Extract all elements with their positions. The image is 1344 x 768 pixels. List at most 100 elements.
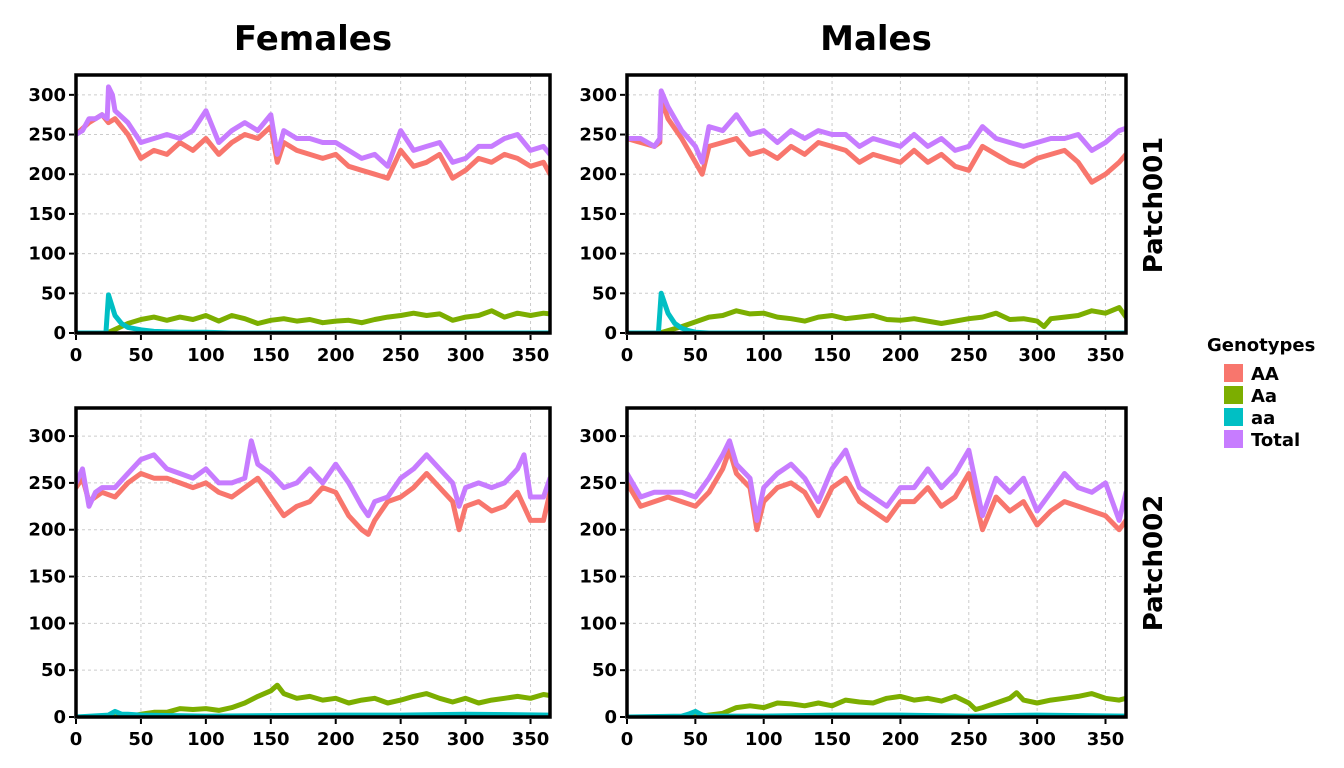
y-tick-label: 150 xyxy=(579,567,617,588)
y-tick-label: 150 xyxy=(579,204,617,225)
x-tick-label: 150 xyxy=(252,729,290,750)
y-tick-label: 50 xyxy=(592,660,617,681)
column-title-males: Males xyxy=(820,19,932,59)
x-tick-label: 200 xyxy=(317,345,355,366)
y-tick-label: 300 xyxy=(579,85,617,106)
panel-males-patch002: 0 50 100 150 200 250 300 350 0 50 100 150 200 250 300 xyxy=(579,406,1128,750)
series-line-aa xyxy=(627,305,1126,333)
row-title-patch002: Patch002 xyxy=(1139,495,1169,632)
x-tick-label: 250 xyxy=(950,729,988,750)
y-tick-label: 100 xyxy=(28,613,66,634)
gridlines xyxy=(75,408,550,718)
row-titles: Patch001 Patch002 xyxy=(1139,137,1169,632)
column-title-females: Females xyxy=(234,19,392,59)
series-line-total xyxy=(76,438,550,519)
panel-frame xyxy=(625,406,1128,719)
panel-males-patch001: 0 50 100 150 200 250 300 350 0 50 100 150 200 250 300 xyxy=(579,73,1128,366)
x-tick-label: 300 xyxy=(1018,345,1056,366)
series-line-total xyxy=(627,438,1126,523)
y-tick-label: 0 xyxy=(53,707,66,728)
row-title-patch001: Patch001 xyxy=(1139,137,1169,274)
x-tick-label: 300 xyxy=(447,345,485,366)
gridlines xyxy=(626,408,1126,718)
panel-frame xyxy=(74,73,552,335)
x-tick-label: 0 xyxy=(70,345,83,366)
x-tick-label: 350 xyxy=(512,729,550,750)
x-tick-label: 350 xyxy=(512,345,550,366)
panel-frame xyxy=(625,73,1128,335)
legend-swatch-aa xyxy=(1224,386,1243,404)
gridlines xyxy=(75,75,550,334)
y-tick-label: 300 xyxy=(28,85,66,106)
y-tick-label: 0 xyxy=(604,707,617,728)
series-line-aa xyxy=(76,112,550,181)
x-tick-label: 150 xyxy=(813,345,851,366)
x-tick-label: 150 xyxy=(252,345,290,366)
x-tick-label: 0 xyxy=(70,729,83,750)
legend-swatch-aa xyxy=(1224,408,1243,426)
series-group xyxy=(76,438,550,717)
panels: 0 50 100 150 200 250 300 3500501001502002503000… xyxy=(28,73,1128,750)
panel-females-patch002: 0 50 100 150 200 250 300 350 0 50 100 150 200 250 300 xyxy=(28,406,552,750)
x-tick-label: 50 xyxy=(683,345,708,366)
series-line-aa xyxy=(627,96,1126,185)
x-tick-label: 100 xyxy=(187,345,225,366)
series-line-aa xyxy=(76,708,550,717)
x-tick-label: 250 xyxy=(382,729,420,750)
x-tick-label: 100 xyxy=(745,345,783,366)
y-tick-label: 200 xyxy=(28,520,66,541)
series-line-aa xyxy=(627,447,1126,533)
x-tick-label: 200 xyxy=(882,345,920,366)
y-tick-label: 100 xyxy=(579,244,617,265)
legend-label-aa: aa xyxy=(1251,408,1275,429)
x-tick-label: 200 xyxy=(882,729,920,750)
y-tick-label: 250 xyxy=(28,473,66,494)
x-tick-label: 50 xyxy=(128,729,153,750)
panel-frame xyxy=(74,406,552,719)
series-line-aa xyxy=(76,308,550,333)
y-tick-label: 250 xyxy=(579,473,617,494)
y-tick-label: 250 xyxy=(579,125,617,146)
x-tick-label: 50 xyxy=(683,729,708,750)
y-tick-label: 200 xyxy=(579,164,617,185)
x-tick-label: 350 xyxy=(1087,729,1125,750)
y-tick-label: 150 xyxy=(28,204,66,225)
y-tick-label: 0 xyxy=(53,323,66,344)
y-tick-label: 150 xyxy=(28,567,66,588)
legend-swatch-aa xyxy=(1224,364,1243,382)
y-tick-label: 300 xyxy=(28,426,66,447)
series-group xyxy=(76,84,550,333)
gridlines xyxy=(626,75,1126,334)
series-line-aa xyxy=(76,471,550,537)
x-tick-label: 50 xyxy=(128,345,153,366)
panel-females-patch001: 0 50 100 150 200 250 300 350 0 50 100 150 200 250 300 xyxy=(28,73,552,366)
x-tick-label: 250 xyxy=(382,345,420,366)
x-tick-label: 150 xyxy=(813,729,851,750)
series-line-total xyxy=(627,88,1126,165)
y-tick-label: 250 xyxy=(28,125,66,146)
column-titles: Females Males xyxy=(234,19,932,59)
y-tick-label: 200 xyxy=(28,164,66,185)
y-tick-label: 200 xyxy=(579,520,617,541)
series-line-aa xyxy=(76,682,550,717)
y-tick-label: 50 xyxy=(41,283,66,304)
legend-label-aa: Aa xyxy=(1251,386,1277,407)
x-tick-label: 250 xyxy=(950,345,988,366)
y-tick-label: 100 xyxy=(28,244,66,265)
series-group xyxy=(627,438,1126,717)
series-line-aa xyxy=(627,290,1126,333)
x-tick-label: 100 xyxy=(745,729,783,750)
x-tick-label: 0 xyxy=(621,345,634,366)
x-tick-label: 350 xyxy=(1087,345,1125,366)
series-line-aa xyxy=(627,690,1126,717)
y-tick-label: 300 xyxy=(579,426,617,447)
legend-title: Genotypes xyxy=(1207,335,1315,356)
series-group xyxy=(627,88,1126,333)
y-tick-label: 50 xyxy=(41,660,66,681)
legend-swatch-total xyxy=(1224,430,1243,448)
x-tick-label: 100 xyxy=(187,729,225,750)
legend-label-total: Total xyxy=(1251,430,1300,451)
x-tick-label: 0 xyxy=(621,729,634,750)
